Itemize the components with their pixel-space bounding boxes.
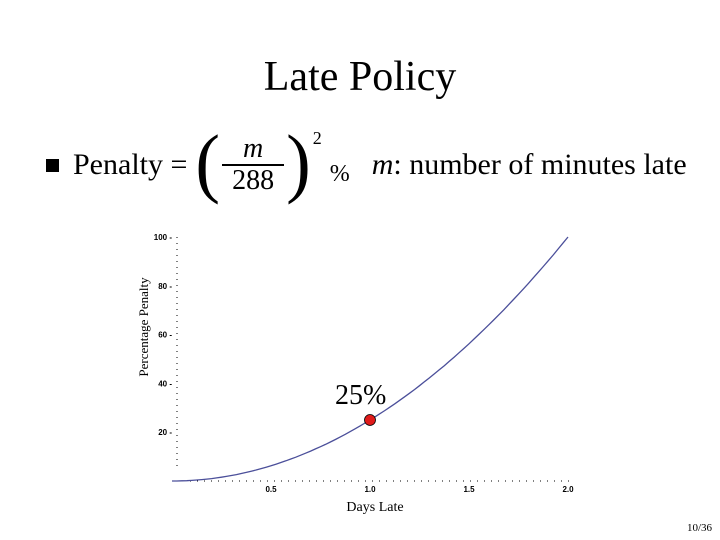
y-tick-label: 20 - xyxy=(158,428,172,437)
left-paren: ( xyxy=(195,119,221,207)
x-tick-label: 1.0 xyxy=(364,485,376,494)
x-tick-label: 2.0 xyxy=(562,485,574,494)
variable-definition: m: number of minutes late xyxy=(372,148,687,182)
penalty-lead: Penalty = xyxy=(73,148,188,181)
slide-title: Late Policy xyxy=(263,54,457,100)
penalty-curve xyxy=(172,236,569,482)
square-bullet-icon xyxy=(46,158,59,172)
definition-variable: m xyxy=(371,148,394,181)
y-tick-label: 40 - xyxy=(158,379,172,388)
fraction-bar xyxy=(222,164,285,166)
highlight-point xyxy=(364,414,376,426)
fraction: m 288 xyxy=(222,133,285,196)
x-tick-label: 0.5 xyxy=(265,485,277,494)
penalty-bullet: Penalty = ( m 288 ) 2 % m: number of min… xyxy=(46,119,687,207)
definition-text: : number of minutes late xyxy=(393,148,687,181)
formula-unit: % xyxy=(329,160,350,187)
page-number: 10/36 xyxy=(686,522,712,534)
y-axis-label: Percentage Penalty xyxy=(136,277,151,377)
fraction-denominator: 288 xyxy=(232,165,275,196)
x-tick-labels: 0.5 1.0 1.5 2.0 xyxy=(265,485,574,494)
right-paren: ) xyxy=(286,119,311,207)
formula-exponent: 2 xyxy=(312,128,322,148)
y-tick-labels: 20 - 40 - 60 - 80 - 100 - xyxy=(154,233,173,437)
x-tick-label: 1.5 xyxy=(463,485,475,494)
fraction-numerator: m xyxy=(242,133,264,164)
highlight-point-label: 25% xyxy=(335,380,386,411)
y-tick-label: 80 - xyxy=(158,282,172,291)
y-tick-label: 100 - xyxy=(154,233,173,242)
y-tick-label: 60 - xyxy=(158,331,172,340)
x-axis-label: Days Late xyxy=(346,500,403,515)
